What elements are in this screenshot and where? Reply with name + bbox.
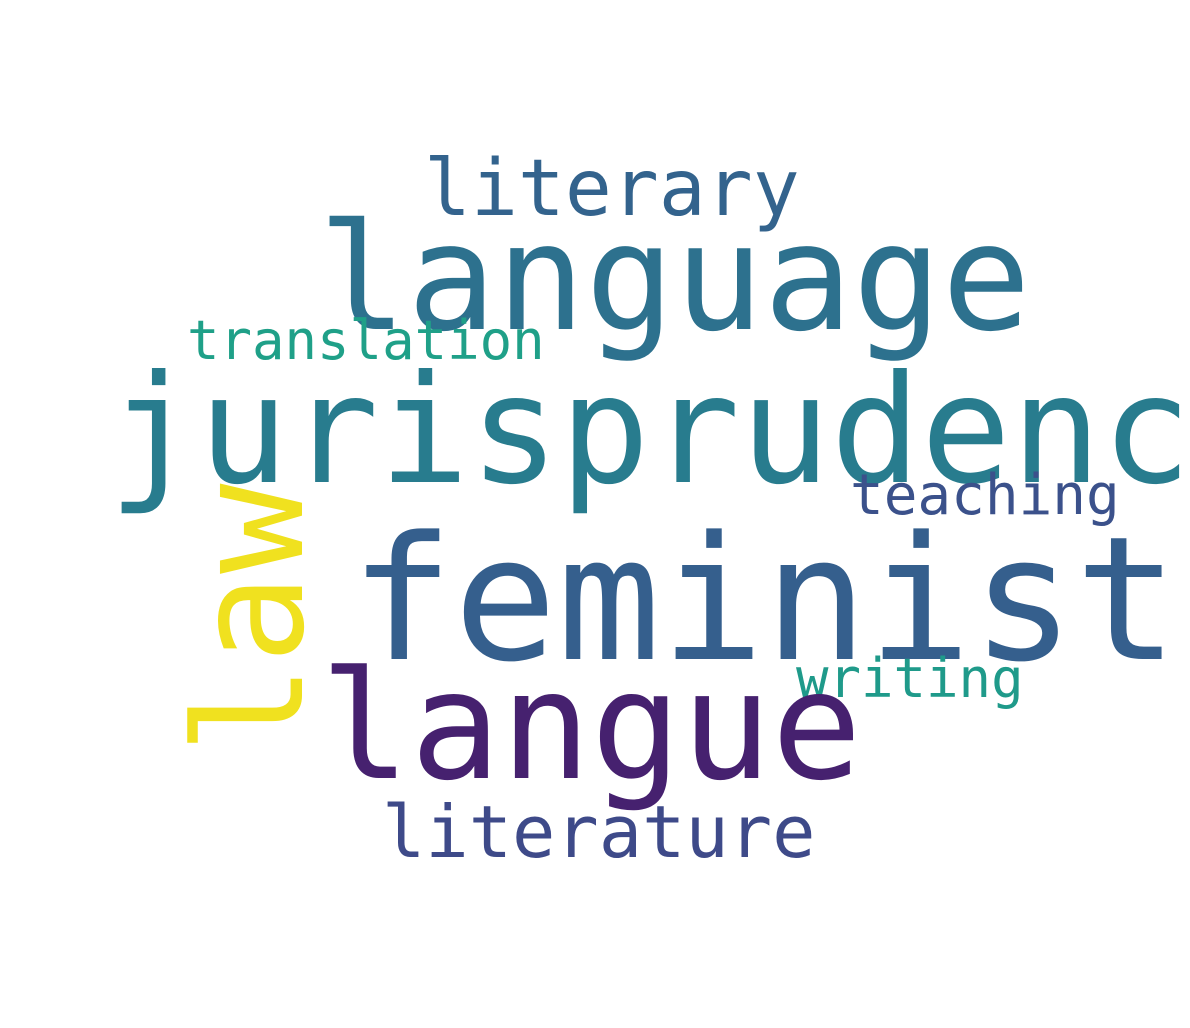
word-literary: literary [424,144,800,234]
word-writing: writing [796,647,1024,710]
word-jurisprudence: jurisprudence [108,344,1190,518]
word-feminist: feminist [350,499,1179,700]
word-law: law [164,483,338,755]
word-language: language [318,192,1031,364]
word-translation: translation [187,309,545,372]
word-literature: literature [382,790,816,874]
word-teaching: teaching [850,463,1120,528]
word-langue: langue [320,640,862,814]
